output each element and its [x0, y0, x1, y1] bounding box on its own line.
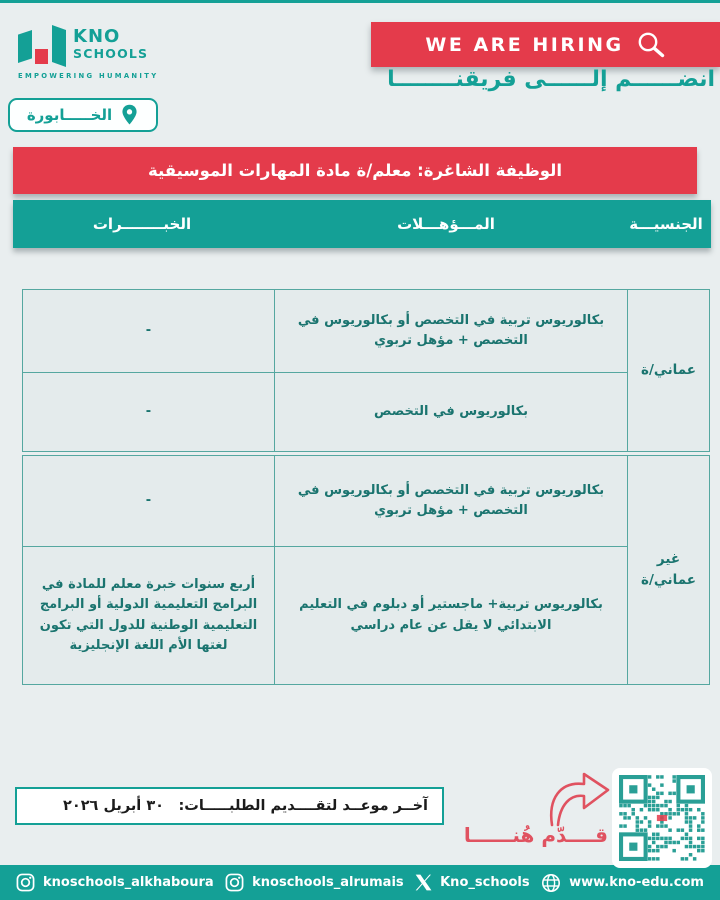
nationality-cell-omani: عماني/ة — [628, 290, 709, 451]
logo-schools-text: SCHOOLS — [73, 45, 149, 61]
social-link-instagram-alkhaboura[interactable]: knoschools_alkhaboura — [16, 873, 214, 892]
experience-cell: - — [23, 456, 274, 546]
location-badge[interactable]: الخـــــابورة — [8, 98, 158, 132]
kno-schools-logo: KNO SCHOOLS EMPOWERING HUMANITY — [18, 25, 158, 80]
logo-kno-text: KNO — [73, 26, 121, 47]
experience-cell: - — [23, 373, 274, 451]
header-cell-qualifications: المـــؤهـــلات — [397, 215, 495, 233]
curved-arrow-icon — [549, 772, 610, 827]
instagram-icon — [225, 873, 244, 892]
we-are-hiring-banner: WE ARE HIRING — [371, 22, 720, 67]
qualification-cell: بكالوريوس تربية في التخصص أو بكالوريوس ف… — [275, 456, 627, 546]
requirements-table-non-omani: غير عماني/ة بكالوريوس تربية في التخصص أو… — [22, 455, 710, 685]
experience-cell: أربع سنوات خبرة معلم للمادة في البرامج ا… — [23, 547, 274, 684]
location-label: الخـــــابورة — [26, 106, 113, 124]
kno-logo-icon — [18, 25, 66, 67]
logo-tagline: EMPOWERING HUMANITY — [18, 72, 159, 80]
job-title-banner: الوظيفة الشاغرة: معلم/ة مادة المهارات ال… — [13, 147, 697, 194]
job-title: الوظيفة الشاغرة: معلم/ة مادة المهارات ال… — [148, 161, 562, 180]
deadline-box: آخــر موعــد لتقــــديم الطلبـــــات: ٣٠… — [15, 787, 444, 825]
top-border — [0, 0, 720, 3]
search-icon — [638, 32, 664, 57]
deadline-date: ٣٠ أبريل ٢٠٢٦ — [63, 798, 165, 814]
header-cell-nationality: الجنسيـــة — [629, 215, 703, 233]
nationality-cell-non-omani: غير عماني/ة — [628, 456, 709, 684]
we-are-hiring-label: WE ARE HIRING — [425, 33, 624, 56]
qualification-cell: بكالوريوس تربية في التخصص أو بكالوريوس ف… — [275, 290, 627, 372]
deadline-label: آخــر موعــد لتقــــديم الطلبـــــات: — [178, 798, 428, 814]
requirements-table-omani: عماني/ة بكالوريوس تربية في التخصص أو بكا… — [22, 289, 710, 452]
social-handle: knoschools_alrumais — [252, 875, 404, 890]
website-url: www.kno-edu.com — [569, 875, 704, 890]
x-icon — [415, 874, 432, 891]
experience-cell: - — [23, 290, 274, 372]
website-link[interactable]: www.kno-edu.com — [541, 873, 704, 893]
social-link-x[interactable]: Kno_schools — [415, 874, 530, 891]
globe-icon — [542, 873, 561, 892]
table-header-row: الجنسيـــة المـــؤهـــلات الخبــــــــرا… — [13, 200, 711, 248]
social-handle: knoschools_alkhaboura — [43, 875, 214, 890]
social-handle: Kno_schools — [440, 875, 530, 890]
location-pin-icon — [122, 104, 137, 125]
join-our-team-text: انضــــــم إلــــــى فريقنــــــــا — [387, 67, 715, 92]
header-cell-experience: الخبــــــــرات — [92, 215, 192, 233]
qr-code[interactable] — [612, 768, 712, 868]
qr-finder-patterns — [619, 775, 705, 861]
instagram-icon — [16, 873, 35, 892]
apply-here-text: قــــدّم هُنــــــا — [463, 823, 608, 847]
footer-bar: knoschools_alkhaboura knoschools_alrumai… — [0, 865, 720, 900]
social-link-instagram-alrumais[interactable]: knoschools_alrumais — [225, 873, 404, 892]
qualification-cell: بكالوريوس تربية+ ماجستير أو دبلوم في الت… — [275, 547, 627, 684]
qualification-cell: بكالوريوس في التخصص — [275, 373, 627, 451]
